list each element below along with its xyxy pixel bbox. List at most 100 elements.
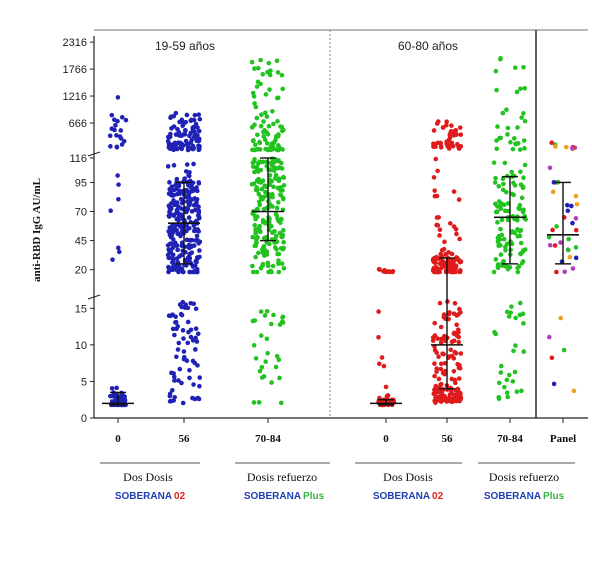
data-point	[171, 264, 177, 269]
data-point	[258, 57, 263, 63]
data-point	[495, 220, 500, 225]
axis-break-mark	[87, 151, 101, 157]
data-point	[514, 89, 520, 95]
data-point	[197, 254, 202, 260]
data-point	[167, 191, 173, 196]
data-point	[250, 234, 256, 240]
data-point	[193, 335, 199, 341]
data-point	[256, 250, 261, 256]
data-point	[267, 173, 273, 178]
data-point	[494, 87, 499, 93]
data-point	[457, 269, 463, 275]
data-point	[166, 247, 172, 253]
data-point	[254, 178, 260, 183]
data-point	[447, 396, 453, 401]
data-point	[119, 142, 125, 147]
data-point	[281, 127, 286, 133]
data-point	[195, 125, 200, 130]
data-point	[505, 201, 511, 206]
data-point	[166, 267, 172, 272]
data-point	[281, 183, 287, 188]
data-point	[551, 381, 557, 387]
data-point	[266, 60, 272, 66]
data-point	[520, 311, 526, 317]
data-point	[278, 124, 283, 129]
data-point	[276, 258, 281, 263]
data-point	[451, 311, 457, 316]
data-point	[110, 257, 115, 262]
data-point	[564, 202, 570, 208]
data-point	[174, 354, 179, 360]
data-point	[521, 64, 526, 70]
data-point	[554, 224, 559, 229]
data-point	[196, 128, 202, 134]
data-point	[263, 92, 269, 97]
y-tick-label: 15	[75, 303, 87, 315]
data-point	[167, 180, 172, 185]
data-point	[259, 364, 265, 370]
data-point	[430, 335, 436, 340]
data-point	[498, 363, 504, 369]
data-point	[511, 348, 516, 354]
data-point	[277, 230, 283, 236]
data-point	[184, 162, 190, 167]
data-point	[546, 334, 552, 340]
data-point	[383, 269, 389, 275]
x-tick-label: 70-84	[497, 433, 523, 445]
data-point	[188, 130, 194, 136]
y-tick-label: 5	[81, 376, 87, 388]
data-point	[515, 265, 520, 271]
data-point	[566, 247, 571, 253]
data-point	[573, 193, 579, 199]
data-point	[499, 217, 505, 223]
data-point	[262, 137, 268, 143]
data-point	[457, 362, 462, 368]
data-point	[491, 160, 497, 165]
data-point	[439, 398, 445, 403]
data-point	[496, 380, 502, 386]
data-point	[169, 232, 175, 238]
data-point	[570, 220, 575, 226]
data-point	[505, 217, 511, 223]
data-point	[254, 214, 260, 220]
data-point	[376, 334, 381, 340]
data-point	[196, 180, 202, 185]
data-point	[254, 185, 259, 190]
data-point	[452, 397, 458, 403]
data-point	[495, 262, 501, 267]
data-point	[258, 309, 264, 314]
data-point	[271, 184, 276, 190]
data-point	[518, 182, 524, 187]
data-point	[496, 243, 501, 249]
data-point	[449, 123, 454, 128]
data-point	[570, 145, 575, 151]
data-point	[444, 119, 449, 124]
data-point	[173, 314, 178, 319]
data-point	[254, 146, 260, 152]
data-point	[442, 239, 447, 245]
data-point	[263, 189, 268, 195]
data-point	[447, 392, 453, 397]
data-point	[259, 112, 264, 118]
data-point	[442, 360, 448, 366]
data-point	[493, 209, 499, 215]
data-point	[181, 269, 186, 275]
data-point	[432, 193, 438, 199]
data-point	[279, 261, 285, 266]
data-point	[254, 269, 260, 275]
data-point	[251, 343, 257, 348]
data-point	[170, 252, 176, 258]
data-point	[267, 87, 272, 92]
data-point	[437, 227, 443, 233]
data-point	[170, 256, 175, 261]
data-point	[264, 308, 270, 314]
data-point	[250, 138, 256, 144]
data-point	[452, 301, 458, 306]
y-axis-label: anti-RBD IgG AU/mL	[31, 178, 43, 282]
data-point	[278, 192, 283, 197]
data-point	[379, 355, 385, 360]
data-point	[558, 240, 563, 245]
data-point	[257, 139, 262, 145]
data-point	[253, 254, 258, 260]
data-point	[167, 393, 173, 399]
